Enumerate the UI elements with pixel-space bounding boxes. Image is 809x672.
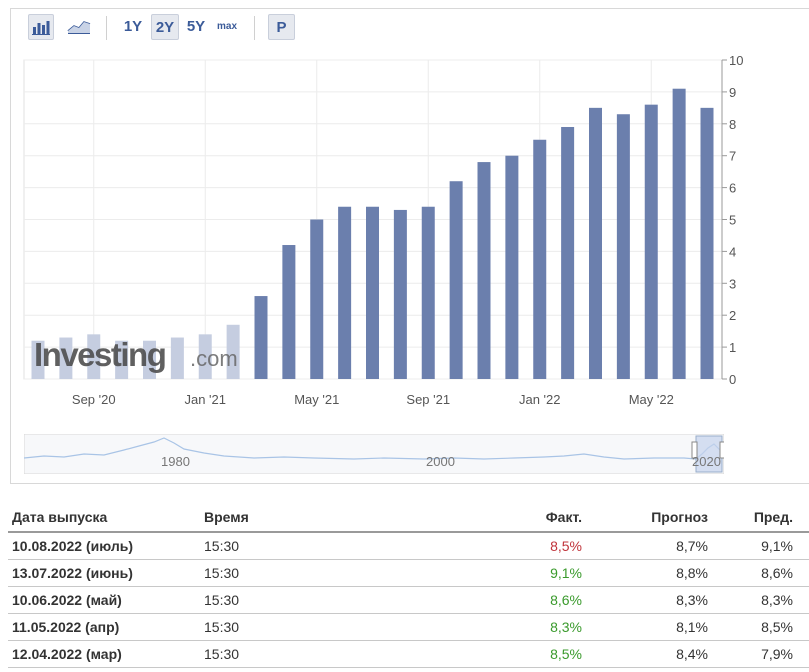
actual-cell: 8,3% [458,613,586,641]
bar-2022-02[interactable] [561,126,575,380]
bar-2020-10[interactable] [115,340,129,379]
forecast-cell: 8,7% [586,532,712,560]
bar-2021-07[interactable] [366,206,379,379]
header-forecast[interactable]: Прогноз [586,503,712,533]
x-tick-label: Jan '22 [519,392,561,407]
table-row: 11.05.2022 (апр) 15:30 8,3% 8,1% 8,5% [8,613,809,641]
y-tick-label: 8 [729,117,736,132]
time-cell: 15:30 [200,640,458,668]
time-cell: 15:30 [200,586,458,614]
y-tick-label: 4 [729,244,736,259]
forecast-cell: 8,4% [586,640,712,668]
watermark-brand: Investing [34,336,165,373]
watermark-suffix: .com [190,346,238,371]
x-tick-label: Sep '20 [72,392,116,407]
bar-chart: Sep '20 Jan '21 May '21 Sep '21 Jan '22 May '… [23,53,743,407]
bar-2020-12[interactable] [170,337,184,379]
y-tick-label: 10 [729,53,743,68]
y-tick-label: 9 [729,85,736,100]
x-tick-label: Jan '21 [184,392,226,407]
time-cell: 15:30 [200,613,458,641]
bar-2022-01[interactable] [533,139,547,379]
bar-2022-07[interactable] [700,107,714,379]
forecast-cell: 8,3% [586,586,712,614]
table-row: 13.07.2022 (июнь) 15:30 9,1% 8,8% 8,6% [8,559,809,587]
y-tick-label: 0 [729,372,736,387]
watermark: Investing .com [34,336,238,373]
bar-2021-06[interactable] [338,206,352,379]
header-release-date[interactable]: Дата выпуска [8,503,200,533]
range-2y-button[interactable]: 2Y [151,14,179,40]
y-tick-label: 1 [729,340,736,355]
x-tick-label: May '21 [294,392,339,407]
bar-2021-08[interactable] [393,209,407,379]
forecast-cell: 8,1% [586,613,712,641]
range-navigator[interactable]: 1980 2000 2020 [23,433,726,475]
bar-2021-05[interactable] [310,219,324,380]
range-1y-button[interactable]: 1Y [123,18,143,35]
table-row: 10.06.2022 (май) 15:30 8,6% 8,3% 8,3% [8,586,809,614]
range-max-button[interactable]: max [216,21,237,32]
previous-cell: 7,9% [712,640,809,668]
actual-cell: 8,5% [458,532,586,560]
previous-cell: 9,1% [712,532,809,560]
y-tick-label: 7 [729,149,736,164]
bar-2021-04[interactable] [282,245,296,379]
navigator-label-1980: 1980 [161,454,190,469]
x-tick-label: May '22 [629,392,674,407]
y-tick-label: 2 [729,308,736,323]
bar-2022-03[interactable] [589,107,602,379]
time-cell: 15:30 [200,559,458,587]
previous-cell: 8,6% [712,559,809,587]
navigator-label-2020: 2020 [692,454,721,469]
table-header-row: Дата выпуска Время Факт. Прогноз Пред. [8,503,809,533]
bar-chart-icon[interactable] [28,14,54,40]
toolbar-divider [254,16,255,40]
y-tick-label: 3 [729,276,736,291]
actual-cell: 8,5% [458,640,586,668]
time-cell: 15:30 [200,532,458,560]
release-date-cell: 12.04.2022 (мар) [8,640,200,668]
bar-2022-05[interactable] [644,104,658,379]
table-row: 10.08.2022 (июль) 15:30 8,5% 8,7% 9,1% [8,532,809,560]
bar-2020-11[interactable] [143,340,156,379]
bar-2021-09[interactable] [421,206,435,379]
bar-2021-02[interactable] [226,324,240,379]
bar-2021-01[interactable] [198,334,212,379]
y-tick-label: 5 [729,213,736,228]
bar-2020-07[interactable] [31,340,45,379]
actual-cell: 9,1% [458,559,586,587]
release-date-cell: 10.08.2022 (июль) [8,532,200,560]
previous-cell: 8,5% [712,613,809,641]
bar-2022-04[interactable] [616,114,630,379]
bar-2021-10[interactable] [449,181,463,379]
bar-2021-03[interactable] [254,296,268,379]
bar-2021-11[interactable] [477,162,491,379]
header-previous[interactable]: Пред. [712,503,809,533]
previous-cell: 8,3% [712,586,809,614]
y-tick-label: 6 [729,181,736,196]
line-chart-icon[interactable] [66,14,92,40]
range-5y-button[interactable]: 5Y [186,18,206,35]
bar-2022-06[interactable] [672,88,686,380]
bar-2020-08[interactable] [59,337,73,379]
navigator-label-2000: 2000 [426,454,455,469]
bar-2020-09[interactable] [87,334,101,379]
header-actual[interactable]: Факт. [458,503,586,533]
release-table: Дата выпуска Время Факт. Прогноз Пред. 1… [8,503,809,668]
p-button[interactable]: P [268,14,295,40]
toolbar-divider [106,16,107,40]
release-date-cell: 11.05.2022 (апр) [8,613,200,641]
chart-toolbar: 1Y 2Y 5Y max P [18,12,338,42]
release-date-cell: 13.07.2022 (июнь) [8,559,200,587]
release-date-cell: 10.06.2022 (май) [8,586,200,614]
x-tick-label: Sep '21 [406,392,450,407]
forecast-cell: 8,8% [586,559,712,587]
table-row: 12.04.2022 (мар) 15:30 8,5% 8,4% 7,9% [8,640,809,668]
actual-cell: 8,6% [458,586,586,614]
bar-2021-12[interactable] [505,155,519,379]
header-time[interactable]: Время [200,503,458,533]
